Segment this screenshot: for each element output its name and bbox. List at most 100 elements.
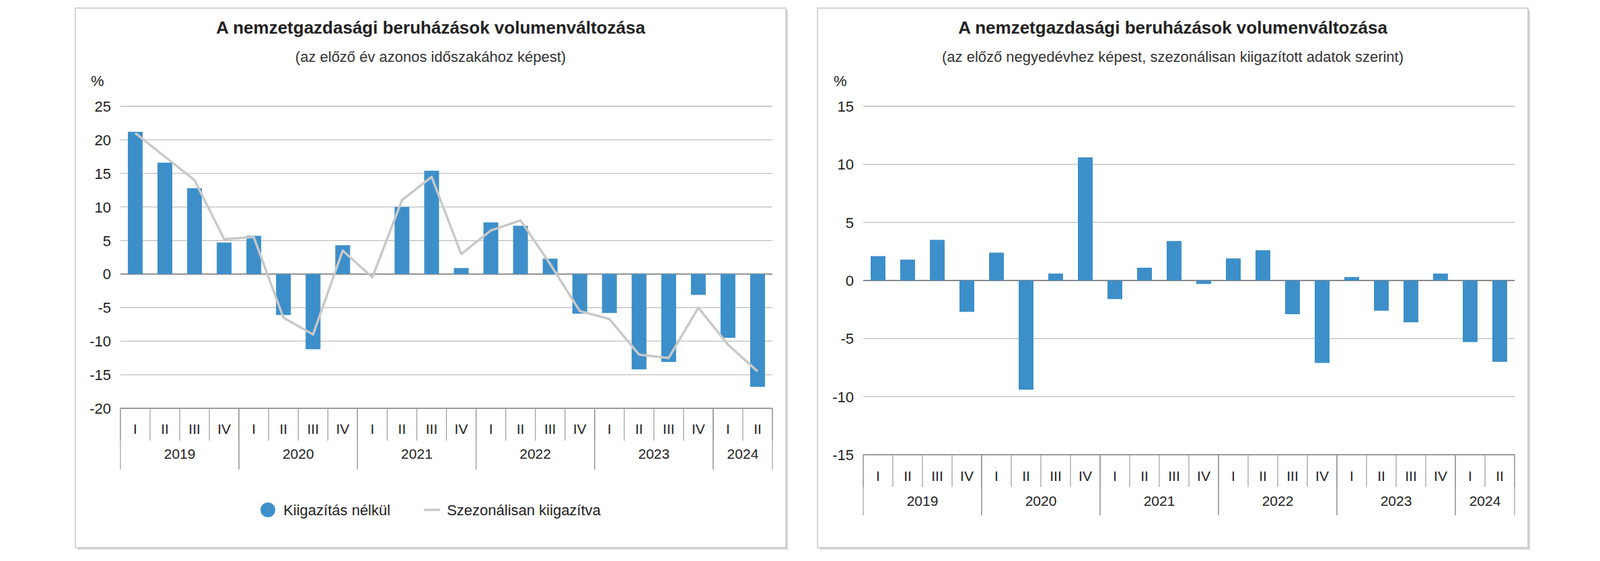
bar [691, 273, 706, 295]
grid-line [863, 222, 1515, 223]
x-tick-label: II [903, 468, 912, 484]
bar [989, 252, 1004, 281]
category-separator [1306, 454, 1308, 488]
bar [1107, 280, 1123, 300]
x-tick-label: I [876, 468, 881, 484]
grid-line [120, 172, 773, 174]
category-separator [742, 408, 743, 441]
group-separator [357, 408, 358, 470]
bar [513, 226, 529, 275]
group-separator [862, 454, 864, 516]
bar [870, 256, 886, 281]
group-separator [119, 408, 121, 470]
legend: Kiigazítás nélkülSzezonálisan kiigazítva [260, 501, 601, 519]
bar [216, 242, 232, 275]
bar [423, 170, 439, 275]
category-separator [653, 408, 654, 441]
category-separator [1188, 454, 1189, 488]
category-separator [1425, 454, 1426, 488]
grid-line [120, 240, 773, 241]
group-separator [712, 408, 714, 470]
bar [900, 259, 916, 281]
x-group-label: 2021 [401, 446, 433, 462]
x-tick-label: IV [691, 421, 706, 437]
bar [1462, 280, 1478, 343]
bar [1077, 157, 1093, 281]
y-tick-label: 0 [845, 272, 854, 290]
category-separator [892, 454, 893, 488]
group-separator [1217, 454, 1219, 516]
group-separator [980, 454, 982, 516]
x-tick-label: IV [960, 468, 974, 484]
bar [1196, 280, 1212, 284]
category-separator [386, 408, 388, 441]
page: A nemzetgazdasági beruházások volumenvál… [0, 0, 1600, 561]
group-separator [238, 408, 240, 470]
y-tick-label: -20 [89, 400, 112, 418]
group-separator [357, 408, 358, 470]
x-tick-label: II [635, 421, 644, 437]
category-separator [534, 408, 536, 441]
category-separator [1365, 454, 1367, 488]
x-tick-label: IV [573, 421, 587, 437]
grid-line [120, 139, 773, 140]
x-tick-label: I [489, 421, 494, 437]
x-tick-label: III [1049, 468, 1062, 484]
group-separator [594, 408, 595, 470]
category-separator [209, 408, 210, 441]
bar [1314, 280, 1330, 364]
category-separator [682, 408, 684, 441]
x-tick-label: IV [454, 421, 469, 437]
bar [454, 267, 469, 274]
y-tick-label: -15 [89, 366, 112, 384]
x-group-label: 2023 [1380, 493, 1413, 509]
bar [959, 280, 975, 313]
subtitle: (az előző negyedévhez képest, szezonális… [941, 48, 1404, 66]
x-tick-label: I [133, 421, 138, 437]
grid-line [120, 206, 773, 208]
x-tick-label: III [1286, 468, 1299, 484]
x-tick-label: III [1404, 468, 1417, 484]
category-separator [446, 408, 447, 441]
marks [870, 157, 1508, 390]
group-separator [1099, 454, 1101, 516]
bar [1433, 273, 1448, 281]
bar [275, 273, 291, 315]
x-group-label: 2021 [1143, 493, 1176, 509]
x-tick-label: II [1022, 468, 1031, 484]
y-tick-label: 20 [94, 131, 112, 149]
grid-line [120, 374, 773, 375]
subtitle: (az előző év azonos időszakához képest) [295, 48, 566, 66]
category-separator [298, 408, 299, 441]
category-separator [1069, 454, 1071, 488]
group-separator [1513, 454, 1515, 516]
y-tick-label: 15 [837, 98, 854, 116]
category-separator [1010, 454, 1012, 488]
y-tick-label: -10 [89, 333, 112, 350]
group-separator [475, 408, 477, 470]
category-separator [1129, 454, 1130, 488]
x-group-label: 2019 [164, 446, 196, 462]
panel [817, 8, 1529, 548]
x-group-label: 2022 [519, 446, 552, 462]
legend-symbol [423, 508, 441, 512]
bar [1373, 280, 1389, 311]
group-separator [980, 454, 982, 516]
panel [75, 8, 786, 548]
x-tick-label: I [1468, 468, 1473, 484]
bar [1048, 273, 1064, 281]
category-separator [921, 454, 923, 488]
bar [602, 273, 617, 313]
y-tick-label: -10 [832, 388, 854, 406]
x-tick-label: III [931, 468, 944, 484]
x-tick-label: III [1168, 468, 1181, 484]
y-tick-label: 25 [94, 98, 112, 116]
x-tick-label: IV [335, 421, 350, 437]
bar [246, 236, 262, 275]
grid-line [863, 338, 1515, 340]
x-tick-label: I [1112, 468, 1117, 484]
group-separator [475, 408, 477, 470]
x-group-label: 2023 [637, 446, 670, 462]
marks [127, 131, 766, 387]
x-tick-label: IV [1078, 468, 1093, 484]
